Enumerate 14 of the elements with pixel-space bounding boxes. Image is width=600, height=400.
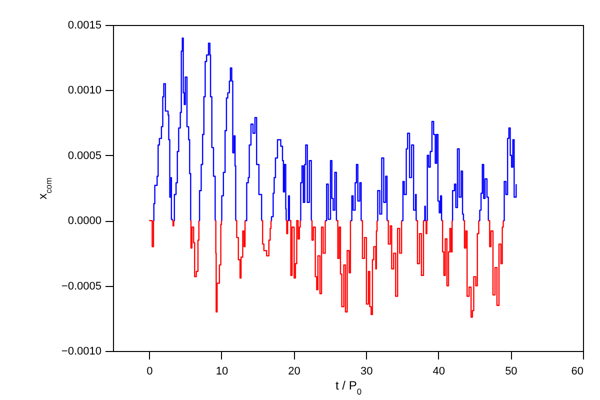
x-tick-label: 0 [146,366,153,378]
x-tick-label: 20 [288,366,300,378]
y-tick-label: 0.0015 [68,20,102,32]
x-tick-label: 60 [571,366,584,378]
x-tick-label: 30 [360,366,373,378]
y-tick-label: 0.0000 [68,215,102,228]
y-tick-label: 0.0010 [68,84,102,97]
x-tick-label: 50 [505,366,518,378]
x-axis-title: t / P$_{0}$ [335,378,362,396]
y-tick-label: −0.0010 [61,346,102,358]
x-tick-label: 10 [216,366,228,378]
y-tick-label: −0.0005 [61,280,102,292]
y-tick-label: 0.0005 [68,150,102,162]
x-tick-label: 40 [432,366,446,378]
